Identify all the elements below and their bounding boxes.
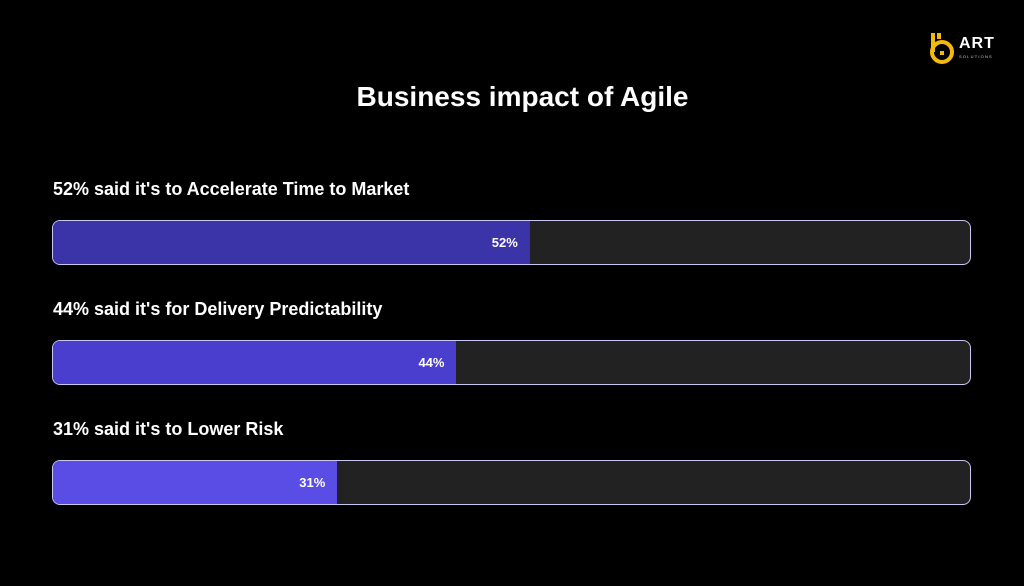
bar-value-label-lower-risk: 31% bbox=[299, 475, 326, 490]
brand-tagline: SOLUTIONS bbox=[959, 54, 993, 59]
bar-label-accelerate: 52% said it's to Accelerate Time to Mark… bbox=[53, 179, 410, 199]
bar-fill-lower-risk: 31% bbox=[53, 461, 338, 504]
brand-name: ART bbox=[959, 35, 995, 52]
bar-track-predictability: 44% bbox=[52, 340, 971, 385]
bar-fill-predictability: 44% bbox=[53, 341, 457, 384]
brand-logo: ART SOLUTIONS bbox=[928, 32, 998, 66]
bar-value-label-predictability: 44% bbox=[418, 355, 445, 370]
brand-logo-icon bbox=[930, 33, 954, 64]
bar-value-label-accelerate: 52% bbox=[491, 235, 518, 250]
bar-label-lower-risk: 31% said it's to Lower Risk bbox=[53, 419, 284, 439]
chart-title: Business impact of Agile bbox=[356, 81, 689, 112]
bar-track-accelerate: 52% bbox=[52, 220, 971, 265]
bar-fill-accelerate: 52% bbox=[53, 221, 530, 264]
bar-label-predictability: 44% said it's for Delivery Predictabilit… bbox=[53, 299, 383, 319]
bar-track-lower-risk: 31% bbox=[52, 460, 971, 505]
